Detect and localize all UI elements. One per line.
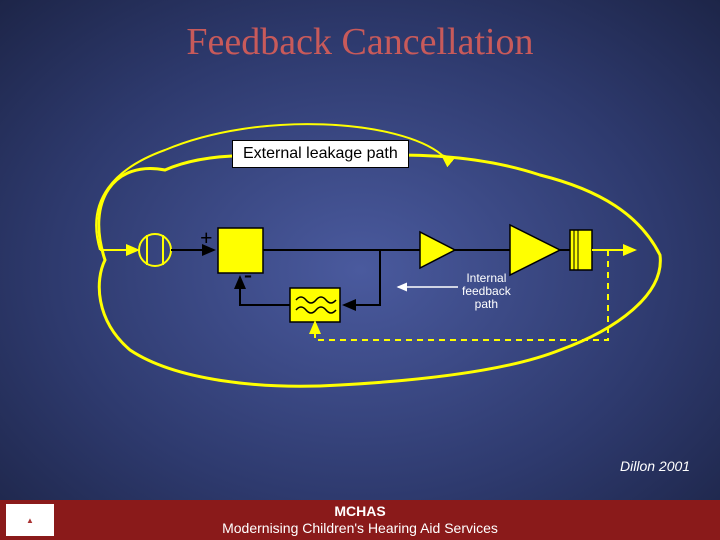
- footer-bar: MCHAS Modernising Children's Hearing Aid…: [0, 500, 720, 540]
- diagram-svg: [0, 0, 720, 540]
- slide-background: Feedback Cancellation: [0, 0, 720, 540]
- internal-feedback-text: Internal feedback path: [462, 271, 511, 311]
- external-leakage-text: External leakage path: [243, 145, 398, 162]
- internal-feedback-label: Internal feedback path: [462, 272, 511, 312]
- citation: Dillon 2001: [620, 458, 690, 474]
- footer-line-1: MCHAS: [0, 503, 720, 520]
- plus-sign: +: [200, 225, 213, 251]
- amplifier-2: [510, 225, 560, 275]
- receiver-body: [570, 230, 592, 270]
- external-leakage-label: External leakage path: [232, 140, 409, 168]
- logo-icon: ▲: [6, 504, 54, 536]
- filter-block: [290, 288, 340, 322]
- amplifier-1: [420, 232, 455, 268]
- tap-to-filter: [344, 250, 380, 305]
- minus-sign: -: [244, 262, 252, 289]
- footer-line-2: Modernising Children's Hearing Aid Servi…: [0, 520, 720, 537]
- microphone-icon: [139, 234, 171, 266]
- summing-block: [218, 228, 263, 273]
